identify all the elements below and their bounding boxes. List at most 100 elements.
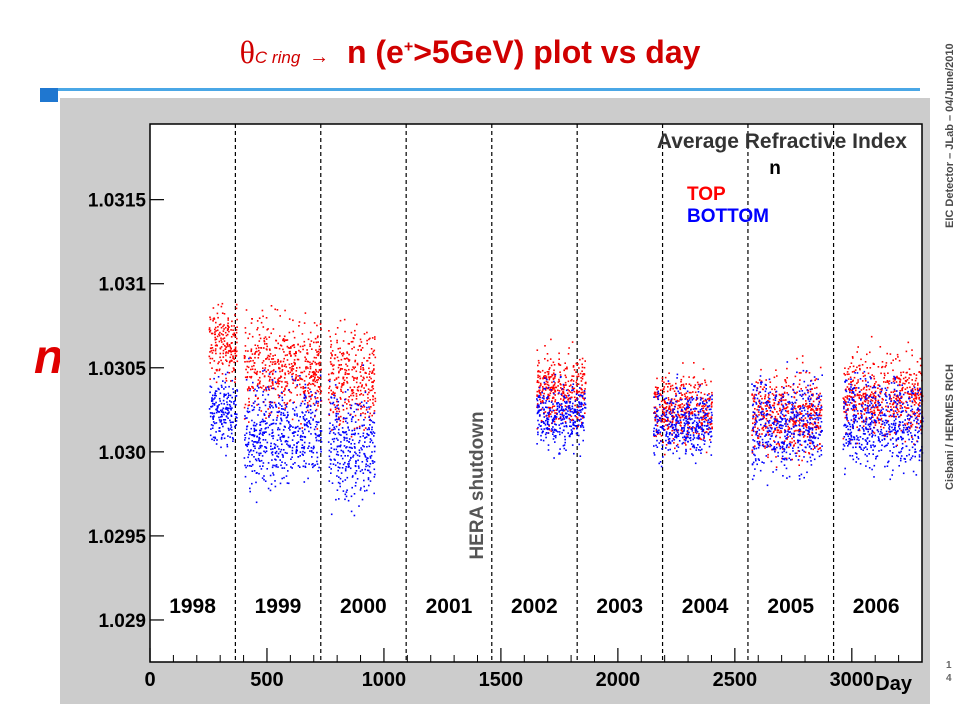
- point-top: [331, 350, 334, 352]
- point-bottom: [302, 432, 304, 434]
- point-bottom: [693, 445, 695, 448]
- point-top: [365, 384, 368, 387]
- point-bottom: [564, 400, 566, 403]
- point-top: [668, 408, 670, 410]
- point-top: [331, 365, 334, 367]
- point-bottom: [538, 409, 541, 411]
- point-top: [851, 384, 853, 386]
- point-top: [911, 349, 913, 351]
- point-bottom: [538, 386, 541, 389]
- point-top: [369, 389, 371, 392]
- point-top: [799, 422, 801, 424]
- point-bottom: [813, 458, 816, 461]
- point-top: [219, 352, 222, 355]
- point-bottom: [572, 423, 575, 425]
- point-bottom: [255, 429, 258, 432]
- point-bottom: [307, 404, 309, 407]
- point-top: [902, 371, 905, 373]
- point-bottom: [337, 461, 339, 464]
- point-top: [284, 372, 286, 374]
- point-bottom: [279, 403, 281, 406]
- point-bottom: [352, 433, 355, 435]
- point-bottom: [356, 478, 359, 480]
- point-bottom: [331, 438, 334, 441]
- point-bottom: [259, 424, 261, 426]
- point-bottom: [275, 405, 277, 407]
- point-top: [665, 406, 668, 408]
- point-bottom: [559, 413, 562, 416]
- point-top: [680, 429, 683, 431]
- point-top: [800, 444, 803, 446]
- point-top: [294, 386, 297, 389]
- point-bottom: [227, 396, 229, 398]
- point-top: [874, 395, 877, 398]
- point-bottom: [566, 400, 568, 403]
- point-top: [346, 382, 349, 384]
- point-bottom: [556, 407, 559, 410]
- point-top: [340, 388, 342, 391]
- point-bottom: [358, 441, 360, 444]
- point-bottom: [288, 427, 290, 429]
- point-bottom: [762, 417, 764, 420]
- point-top: [285, 385, 287, 388]
- point-bottom: [786, 437, 788, 439]
- point-bottom: [562, 383, 565, 386]
- point-top: [902, 386, 904, 389]
- point-bottom: [784, 429, 787, 432]
- point-top: [546, 398, 548, 401]
- point-top: [873, 409, 875, 412]
- point-top: [260, 321, 263, 324]
- point-bottom: [254, 441, 256, 443]
- point-bottom: [685, 420, 687, 422]
- point-top: [858, 396, 860, 398]
- point-bottom: [307, 406, 309, 408]
- point-top: [319, 351, 321, 354]
- point-bottom: [355, 481, 357, 484]
- point-bottom: [657, 390, 659, 393]
- point-top: [755, 431, 757, 433]
- point-top: [210, 350, 213, 352]
- point-top: [285, 366, 288, 368]
- point-bottom: [319, 430, 322, 432]
- point-top: [767, 400, 769, 402]
- point-top: [552, 405, 554, 408]
- point-bottom: [682, 436, 684, 439]
- point-top: [560, 404, 562, 406]
- point-top: [262, 367, 264, 369]
- point-bottom: [675, 445, 678, 447]
- point-bottom: [357, 465, 360, 467]
- point-top: [802, 436, 805, 438]
- point-top: [232, 355, 234, 357]
- point-bottom: [309, 395, 312, 398]
- point-bottom: [559, 448, 561, 450]
- point-bottom: [350, 442, 352, 445]
- point-top: [918, 404, 920, 407]
- point-bottom: [663, 398, 666, 400]
- point-bottom: [316, 451, 318, 454]
- point-top: [370, 377, 372, 380]
- point-bottom: [776, 422, 779, 425]
- point-top: [879, 346, 882, 348]
- point-top: [281, 392, 283, 395]
- point-top: [571, 375, 573, 377]
- point-bottom: [553, 392, 555, 395]
- point-top: [294, 355, 297, 357]
- point-bottom: [803, 440, 806, 443]
- point-bottom: [565, 422, 567, 424]
- point-bottom: [347, 412, 350, 415]
- point-top: [353, 379, 355, 381]
- point-bottom: [565, 413, 567, 415]
- point-top: [545, 377, 548, 380]
- point-bottom: [814, 447, 816, 449]
- point-bottom: [702, 439, 705, 441]
- point-top: [896, 353, 899, 356]
- point-bottom: [755, 401, 757, 404]
- point-bottom: [309, 409, 312, 411]
- point-top: [361, 406, 364, 408]
- point-bottom: [330, 513, 333, 516]
- point-bottom: [274, 381, 277, 383]
- point-top: [656, 422, 659, 424]
- point-bottom: [701, 428, 703, 431]
- point-bottom: [373, 435, 375, 437]
- point-top: [809, 423, 811, 425]
